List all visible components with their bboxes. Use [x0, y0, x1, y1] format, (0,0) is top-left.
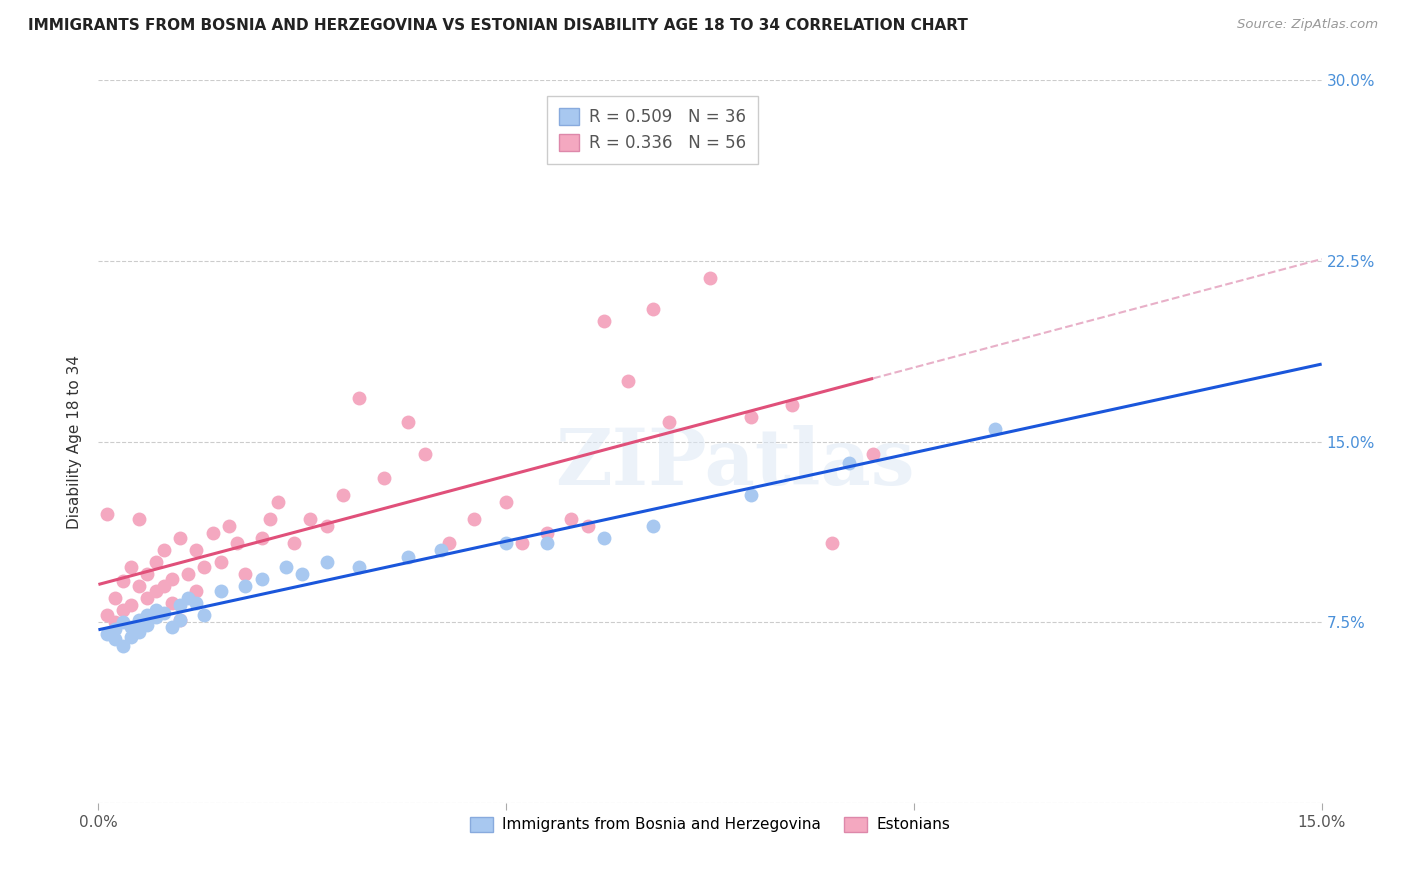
Point [104, 591, 127, 605]
Point [152, 579, 174, 593]
Point [160, 572, 183, 586]
Point [536, 535, 558, 549]
Point [169, 613, 191, 627]
Point [145, 603, 167, 617]
Point [145, 583, 167, 598]
Point [111, 603, 134, 617]
Point [274, 559, 297, 574]
Point [617, 374, 640, 388]
Point [160, 620, 183, 634]
Point [96, 607, 118, 622]
Point [740, 410, 762, 425]
Point [152, 606, 174, 620]
Point [209, 555, 232, 569]
Point [128, 579, 150, 593]
Point [136, 591, 159, 605]
Point [120, 559, 142, 574]
Point [862, 446, 884, 460]
Point [349, 559, 371, 574]
Point [259, 511, 281, 525]
Point [111, 574, 134, 589]
Point [169, 531, 191, 545]
Point [177, 591, 200, 605]
Point [437, 535, 460, 549]
Point [104, 615, 127, 630]
Point [283, 535, 305, 549]
Point [413, 446, 436, 460]
Point [209, 583, 232, 598]
Point [218, 518, 240, 533]
Point [821, 535, 844, 549]
Point [250, 572, 273, 586]
Legend: Immigrants from Bosnia and Herzegovina, Estonians: Immigrants from Bosnia and Herzegovina, … [464, 811, 956, 838]
Point [111, 639, 134, 653]
Point [536, 526, 558, 541]
Point [267, 494, 290, 508]
Point [136, 567, 159, 582]
Point [463, 511, 485, 525]
Point [576, 518, 599, 533]
Point [169, 613, 191, 627]
Point [193, 607, 215, 622]
Point [152, 542, 174, 557]
Point [233, 567, 256, 582]
Point [233, 579, 256, 593]
Point [226, 535, 249, 549]
Point [145, 610, 167, 624]
Text: ZIPatlas: ZIPatlas [555, 425, 914, 501]
Point [315, 518, 337, 533]
Point [291, 567, 314, 582]
Point [740, 487, 762, 501]
Text: IMMIGRANTS FROM BOSNIA AND HERZEGOVINA VS ESTONIAN DISABILITY AGE 18 TO 34 CORRE: IMMIGRANTS FROM BOSNIA AND HERZEGOVINA V… [28, 18, 967, 33]
Point [658, 415, 681, 429]
Point [641, 518, 664, 533]
Point [120, 630, 142, 644]
Point [128, 624, 150, 639]
Point [186, 583, 208, 598]
Point [593, 314, 616, 328]
Point [593, 531, 616, 545]
Point [96, 627, 118, 641]
Point [145, 555, 167, 569]
Point [128, 511, 150, 525]
Point [315, 555, 337, 569]
Point [641, 301, 664, 317]
Point [201, 526, 224, 541]
Point [111, 615, 134, 630]
Point [186, 596, 208, 610]
Point [136, 617, 159, 632]
Point [332, 487, 354, 501]
Point [430, 542, 453, 557]
Point [128, 613, 150, 627]
Y-axis label: Disability Age 18 to 34: Disability Age 18 to 34 [67, 354, 83, 529]
Point [169, 599, 191, 613]
Point [160, 596, 183, 610]
Point [396, 415, 419, 429]
Point [104, 623, 127, 637]
Point [699, 270, 721, 285]
Point [838, 456, 860, 470]
Point [512, 535, 534, 549]
Point [780, 398, 803, 412]
Point [396, 550, 419, 565]
Point [96, 507, 118, 521]
Point [104, 632, 127, 646]
Point [120, 620, 142, 634]
Text: Source: ZipAtlas.com: Source: ZipAtlas.com [1237, 18, 1378, 31]
Point [193, 559, 215, 574]
Point [373, 470, 395, 484]
Point [349, 391, 371, 405]
Point [495, 535, 517, 549]
Point [495, 494, 517, 508]
Point [186, 542, 208, 557]
Point [177, 567, 200, 582]
Point [299, 511, 322, 525]
Point [120, 599, 142, 613]
Point [250, 531, 273, 545]
Point [984, 422, 1007, 436]
Point [560, 511, 582, 525]
Point [136, 607, 159, 622]
